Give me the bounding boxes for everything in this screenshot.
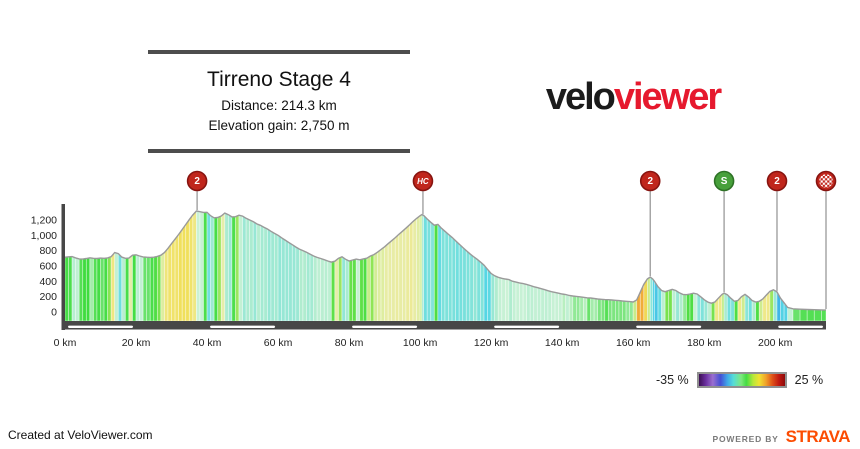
marker-label: 2: [647, 176, 653, 187]
marker-label: HC: [417, 177, 429, 186]
marker-label: 2: [774, 176, 780, 187]
x-tick-label: 60 km: [264, 337, 293, 349]
strava-logo: STRAVA: [785, 427, 851, 446]
axis-scale-dash: [210, 325, 276, 328]
x-tick-label: 0 km: [54, 337, 77, 349]
created-at-veloviewer-link[interactable]: Created at VeloViewer.com: [8, 428, 153, 442]
x-axis-labels: 0 km 20 km 40 km 60 km 80 km 100 km 120 km 140 …: [54, 337, 793, 349]
gradient-legend-bar: [696, 372, 787, 388]
x-tick-label: 20 km: [122, 337, 151, 349]
marker-label: 2: [194, 176, 200, 187]
cat2-circle: [766, 170, 788, 192]
x-tick-label: 40 km: [193, 337, 222, 349]
gradient-strips: [64, 210, 827, 322]
powered-by-strava[interactable]: POWERED BY STRAVA: [712, 427, 851, 447]
x-tick-label: 180 km: [687, 337, 722, 349]
powered-by-label: POWERED BY: [712, 434, 779, 444]
gradient-legend: -35 % 25 %: [656, 372, 823, 388]
axis-scale-dash: [352, 325, 418, 328]
y-tick-label: 1,200: [31, 214, 57, 226]
stage-elevation-gain: Elevation gain: 2,750 m: [208, 118, 350, 134]
stage-distance: Distance: 214.3 km: [221, 98, 337, 113]
x-tick-label: 160 km: [616, 337, 651, 349]
marker-cat2: 2: [639, 170, 661, 277]
y-tick-label: 0: [51, 307, 57, 319]
y-axis-labels: 0 200 400 600 800 1,000 1,200: [31, 214, 57, 318]
marker-cat2: 2: [186, 170, 208, 211]
marker-label: S: [721, 176, 728, 187]
stage-title: Tirreno Stage 4: [207, 68, 351, 91]
legend-max-label: 25 %: [794, 373, 824, 387]
axis-scale-dash: [494, 325, 560, 328]
marker-hc: HC: [412, 170, 434, 215]
finish-checker-icon: [819, 174, 833, 188]
x-tick-label: 200 km: [758, 337, 793, 349]
marker-finish: [815, 170, 837, 310]
stage-markers: 2 HC 2 S 2: [186, 170, 837, 310]
stage-title-block: Tirreno Stage 4 Distance: 214.3 km Eleva…: [148, 50, 410, 153]
sprint-circle: [713, 170, 735, 192]
veloviewer-logo: veloviewer: [528, 76, 738, 119]
profile-outline: [64, 210, 827, 311]
logo-viewer-text: viewer: [613, 76, 722, 118]
y-tick-label: 400: [39, 276, 57, 288]
axis-scale-dash: [636, 325, 702, 328]
y-tick-label: 800: [39, 245, 57, 257]
x-tick-label: 100 km: [403, 337, 438, 349]
axis-scale-dash: [778, 325, 823, 328]
cat2-circle: [186, 170, 208, 192]
cat2-circle: [639, 170, 661, 192]
axis-scale-dash: [68, 325, 134, 328]
y-tick-label: 600: [39, 260, 57, 272]
y-tick-label: 200: [39, 291, 57, 303]
hc-circle: [412, 170, 434, 192]
x-tick-label: 80 km: [335, 337, 364, 349]
y-tick-label: 1,000: [31, 230, 57, 242]
x-tick-label: 140 km: [545, 337, 580, 349]
x-tick-label: 120 km: [474, 337, 509, 349]
logo-velo-text: velo: [545, 76, 616, 118]
marker-cat2: 2: [766, 170, 788, 291]
marker-sprint: S: [713, 170, 735, 293]
legend-min-label: -35 %: [656, 373, 689, 387]
chart-axes: [61, 204, 826, 330]
